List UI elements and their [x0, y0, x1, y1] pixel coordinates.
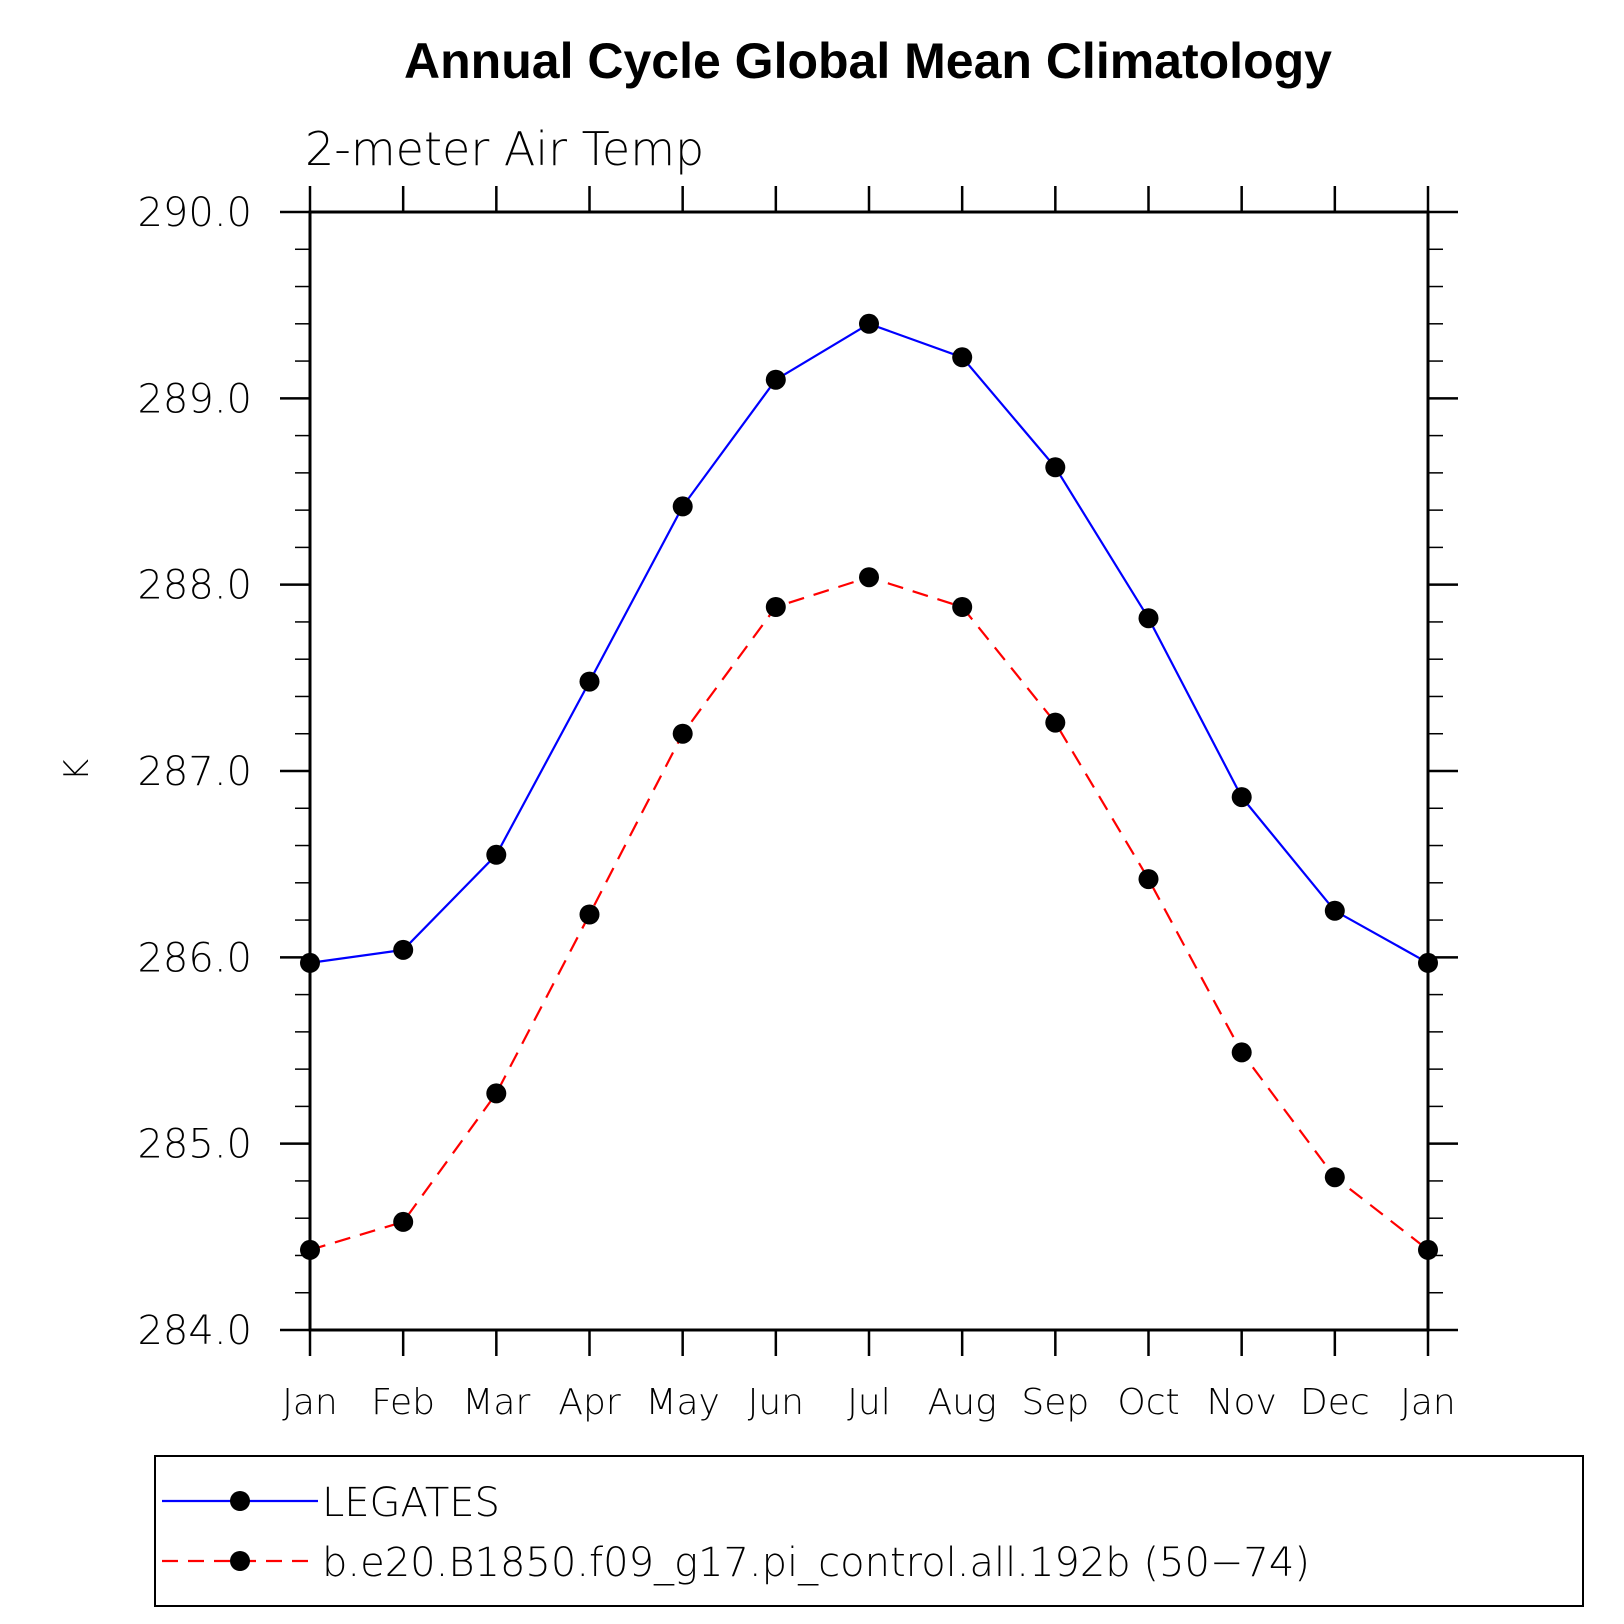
data-point-s0-9 [1138, 608, 1159, 629]
y-tick-label: 287.0 [137, 749, 252, 795]
data-point-s0-1 [393, 939, 414, 960]
data-point-s1-10 [1231, 1042, 1252, 1063]
data-point-s1-8 [1045, 712, 1066, 733]
data-point-s0-5 [765, 369, 786, 390]
x-tick-label: Nov [1207, 1382, 1277, 1423]
y-tick-label: 288.0 [137, 563, 252, 609]
data-point-s0-12 [1418, 952, 1438, 973]
x-tick-label: Jan [1400, 1382, 1456, 1423]
chart-title: Annual Cycle Global Mean Climatology [404, 33, 1332, 89]
data-point-s0-3 [579, 671, 600, 692]
data-point-s1-1 [393, 1211, 414, 1232]
data-point-s1-5 [765, 597, 786, 617]
data-point-s1-0 [300, 1239, 320, 1260]
x-tick-label: Jul [847, 1382, 890, 1423]
data-point-s1-7 [952, 597, 973, 617]
data-point-s1-11 [1324, 1167, 1345, 1188]
y-tick-label: 290.0 [137, 190, 252, 236]
x-tick-label: Oct [1117, 1382, 1179, 1423]
data-point-s0-11 [1324, 900, 1345, 921]
plot-series [300, 313, 1438, 1260]
y-axis-label: K [57, 759, 97, 781]
data-point-s0-10 [1231, 787, 1252, 808]
y-tick-label: 289.0 [137, 376, 252, 422]
data-point-s1-3 [579, 904, 600, 925]
data-point-s1-12 [1418, 1239, 1438, 1260]
legend-label-model: b.e20.B1850.f09_g17.pi_control.all.192b … [322, 1540, 1310, 1586]
chart-subtitle: 2-meter Air Temp [305, 122, 704, 176]
x-tick-label: Feb [371, 1382, 435, 1423]
data-point-s0-6 [859, 313, 879, 334]
x-tick-label: Aug [928, 1382, 997, 1423]
legend-marker-legates [230, 1491, 250, 1511]
series-line-1 [309, 576, 1429, 1251]
axes: 284.0 285.0 286.0 287.0 288.0 289.0 290.0 Jan Fe… [137, 186, 1458, 1423]
x-tick-label: Jan [282, 1382, 338, 1423]
x-tick-label: May [645, 1382, 719, 1423]
data-point-s1-4 [672, 723, 693, 744]
x-tick-label: Sep [1021, 1382, 1089, 1423]
data-point-s0-4 [672, 496, 693, 517]
y-tick-label: 284.0 [137, 1308, 252, 1354]
series-line-0 [309, 322, 1429, 964]
y-tick-label: 285.0 [137, 1122, 252, 1168]
y-tick-label: 286.0 [137, 935, 252, 981]
data-point-s0-7 [952, 347, 973, 368]
data-point-s1-6 [859, 567, 879, 588]
data-point-s0-0 [300, 952, 320, 973]
data-point-s0-8 [1045, 457, 1066, 478]
x-tick-label: Mar [462, 1382, 530, 1423]
legend-box [154, 1455, 1584, 1607]
data-point-s1-2 [486, 1083, 507, 1104]
x-tick-label: Apr [558, 1382, 620, 1423]
legend-marker-model [230, 1551, 250, 1571]
data-point-s1-9 [1138, 869, 1159, 890]
x-tick-label: Dec [1300, 1382, 1370, 1423]
plot-frame [308, 210, 1430, 1332]
x-tick-label: Jun [748, 1382, 804, 1423]
legend-label-legates: LEGATES [322, 1480, 500, 1526]
legend: LEGATES b.e20.B1850.f09_g17.pi_control.a… [154, 1455, 1584, 1607]
data-point-s0-2 [486, 844, 507, 865]
